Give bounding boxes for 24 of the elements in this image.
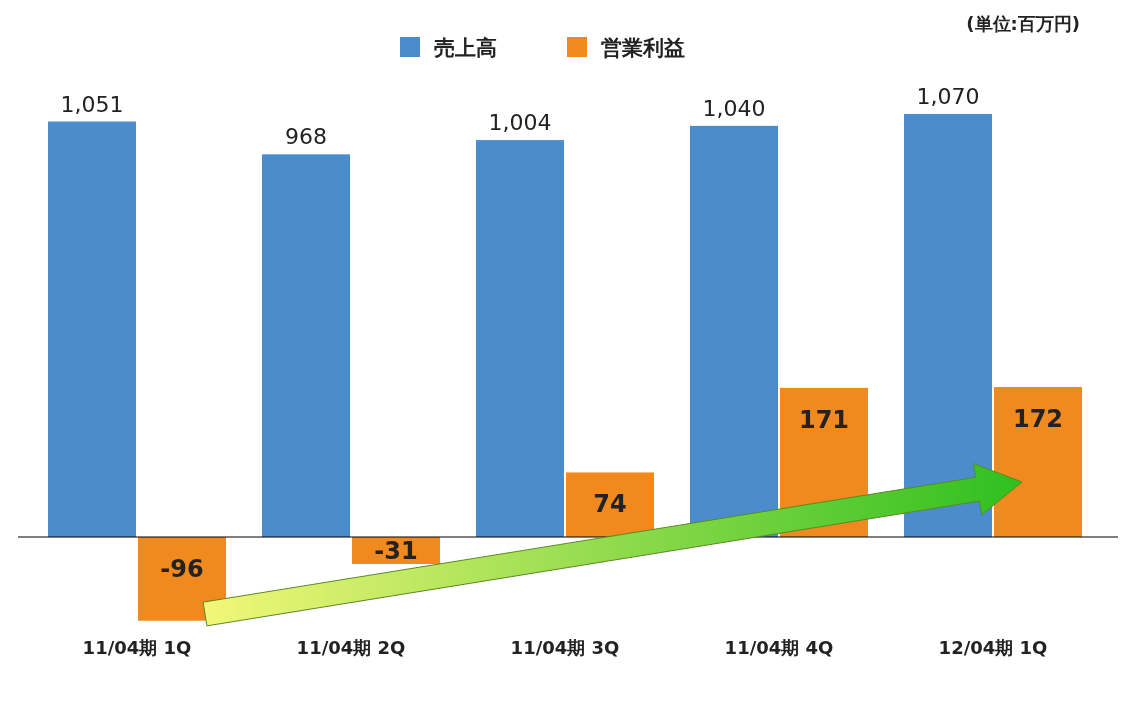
x-tick-label: 11/04期 3Q bbox=[510, 637, 620, 658]
data-label: 1,070 bbox=[916, 84, 980, 109]
x-tick-label: 11/04期 1Q bbox=[82, 637, 192, 658]
text: (単位:百万円) bbox=[966, 13, 1080, 34]
legend-label: 営業利益 bbox=[601, 36, 685, 60]
x-tick-label: 11/04期 2Q bbox=[296, 637, 406, 658]
x-tick-label: 12/04期 1Q bbox=[938, 637, 1048, 658]
bar bbox=[904, 114, 992, 537]
data-label: 1,040 bbox=[702, 95, 766, 121]
data-label: 171 bbox=[798, 405, 850, 434]
data-label: 968 bbox=[285, 124, 327, 150]
data-label: -31 bbox=[374, 537, 418, 566]
legend-label: 売上高 bbox=[434, 36, 497, 60]
data-label: 74 bbox=[593, 490, 627, 519]
bar bbox=[262, 154, 350, 537]
bar bbox=[48, 121, 136, 537]
data-label: -96 bbox=[160, 555, 204, 583]
data-label: 172 bbox=[1012, 405, 1064, 433]
bar bbox=[566, 472, 654, 537]
data-label: 1,004 bbox=[488, 110, 552, 136]
x-tick-label: 11/04期 4Q bbox=[724, 637, 834, 658]
bar bbox=[690, 125, 778, 537]
bar bbox=[476, 140, 564, 537]
data-label: 1,051 bbox=[60, 91, 124, 117]
